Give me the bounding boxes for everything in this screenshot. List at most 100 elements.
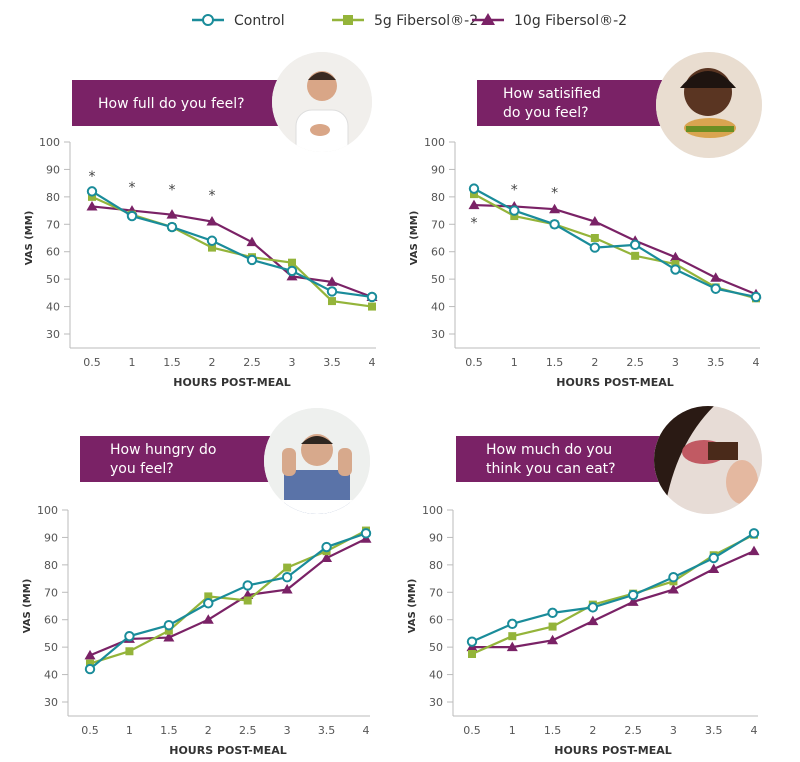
- legend-item-10g: 10g Fibersol®-2: [472, 13, 627, 29]
- data-point-5g: [164, 626, 173, 635]
- data-point-10g: [202, 614, 214, 624]
- significance-asterisk: *: [209, 188, 216, 204]
- x-tick-label: 1.5: [163, 356, 181, 369]
- data-point-10g: [549, 203, 561, 214]
- data-point-control: [549, 219, 560, 230]
- data-point-control: [629, 239, 641, 251]
- data-point-10g: [669, 251, 681, 262]
- legend-label-control: Control: [234, 13, 285, 29]
- person-icon: [272, 52, 372, 152]
- satisfaction-line-chart: 30 40 50 60 70 80 90 100 0.5 1 1.5 2 2.5 3 3.5 4 HOURS P…: [409, 136, 762, 389]
- data-point-10g: [710, 272, 722, 282]
- question-text-line1: How full do you feel?: [98, 96, 245, 112]
- data-point-10g: [667, 584, 679, 594]
- data-point-10g: [86, 200, 98, 211]
- question-text-line1: How much do you: [486, 442, 613, 458]
- series-line-10g-fibersol-2: [91, 205, 373, 299]
- significance-asterisk: *: [89, 169, 96, 185]
- data-point-control: [360, 528, 372, 539]
- data-point-control: [507, 618, 518, 630]
- question-banner-fullness: How full do you feel?: [72, 80, 294, 126]
- y-tick-label: 80: [46, 191, 60, 204]
- question-text-line2: do you feel?: [503, 105, 589, 121]
- data-point-5g: [88, 192, 96, 201]
- data-point-5g: [470, 190, 478, 199]
- y-tick-label: 50: [429, 641, 443, 654]
- legend-marker-control: [202, 14, 214, 26]
- x-tick-label: 0.5: [83, 356, 101, 369]
- series-line-10g-fibersol-2: [473, 203, 757, 296]
- y-tick-label: 40: [429, 669, 443, 682]
- series-line-control: [91, 190, 373, 299]
- x-tick-label: 4: [751, 724, 758, 737]
- legend-label-5g: 5g Fibersol®-2: [374, 13, 478, 29]
- y-tick-label: 30: [431, 328, 445, 341]
- question-text-line1: How hungry do: [110, 442, 217, 458]
- data-point-10g: [627, 596, 639, 606]
- data-point-control: [246, 254, 258, 266]
- data-point-control: [589, 242, 601, 253]
- y-tick-label: 70: [431, 218, 445, 231]
- tired-man-photo: [264, 408, 370, 514]
- data-point-control: [708, 552, 719, 564]
- y-tick-label: 50: [431, 273, 445, 286]
- x-tick-label: 2.5: [239, 724, 257, 737]
- y-tick-label: 100: [424, 136, 445, 149]
- data-point-10g: [468, 199, 480, 210]
- x-axis-title: HOURS POST-MEAL: [169, 744, 286, 757]
- y-tick-label: 30: [44, 696, 58, 709]
- person-icon: [656, 52, 762, 158]
- person-icon: [654, 406, 762, 514]
- hunger-line-chart: 30 40 50 60 70 80 90 100 0.5 1 1.5 2 2.5 3 3.5 4 HOURS P…: [22, 504, 372, 757]
- x-tick-label: 1.5: [544, 724, 562, 737]
- y-tick-label: 60: [431, 246, 445, 259]
- significance-asterisk: *: [129, 180, 136, 196]
- x-axis-title: HOURS POST-MEAL: [173, 376, 290, 389]
- data-point-control: [281, 572, 293, 583]
- data-point-control: [668, 572, 679, 583]
- y-tick-label: 50: [44, 641, 58, 654]
- data-point-control: [206, 235, 218, 246]
- x-tick-label: 3: [670, 724, 677, 737]
- fullness-line-chart: 30 40 50 60 70 80 90 100 0.5 1 1.5 2 2.5 3 3.5 4 HOURS P…: [24, 136, 378, 389]
- y-tick-label: 90: [46, 163, 60, 176]
- legend-label-10g: 10g Fibersol®-2: [514, 13, 627, 29]
- y-tick-label: 60: [44, 614, 58, 627]
- data-point-control: [242, 580, 253, 591]
- x-tick-label: 3.5: [323, 356, 341, 369]
- smiling-man-photo: [272, 52, 372, 152]
- data-point-5g: [368, 302, 376, 311]
- series-line-5g-fibersol-2: [471, 533, 755, 656]
- data-point-control: [203, 598, 214, 609]
- series-line-control: [473, 187, 757, 299]
- x-axis-title: HOURS POST-MEAL: [556, 376, 673, 389]
- series-line-10g-fibersol-2: [472, 550, 755, 649]
- data-point-5g: [508, 632, 517, 641]
- data-point-5g: [86, 659, 94, 668]
- data-point-10g: [84, 649, 96, 660]
- data-point-5g: [283, 563, 292, 572]
- data-point-control: [286, 265, 298, 277]
- series-line-10g-fibersol-2: [89, 537, 367, 657]
- x-tick-label: 0.5: [463, 724, 481, 737]
- x-tick-label: 2.5: [243, 356, 261, 369]
- data-point-control: [163, 620, 175, 631]
- question-banner-satisfaction: How satisified do you feel?: [477, 80, 679, 126]
- data-point-5g: [204, 592, 213, 601]
- x-tick-label: 3: [284, 724, 291, 737]
- y-tick-label: 90: [431, 163, 445, 176]
- question-banner-hunger: How hungry do you feel?: [80, 436, 288, 482]
- data-point-control: [126, 210, 138, 222]
- y-tick-label: 50: [46, 273, 60, 286]
- x-tick-label: 2: [209, 356, 216, 369]
- data-point-control: [587, 602, 599, 613]
- data-point-control: [468, 183, 480, 194]
- significance-asterisk: *: [511, 183, 518, 199]
- data-point-10g: [748, 545, 760, 556]
- data-point-control: [366, 291, 378, 303]
- y-tick-label: 30: [46, 328, 60, 341]
- x-tick-label: 1: [129, 356, 136, 369]
- data-point-control: [124, 630, 135, 642]
- question-text-line1: How satisified: [503, 86, 601, 102]
- data-point-control: [86, 186, 98, 197]
